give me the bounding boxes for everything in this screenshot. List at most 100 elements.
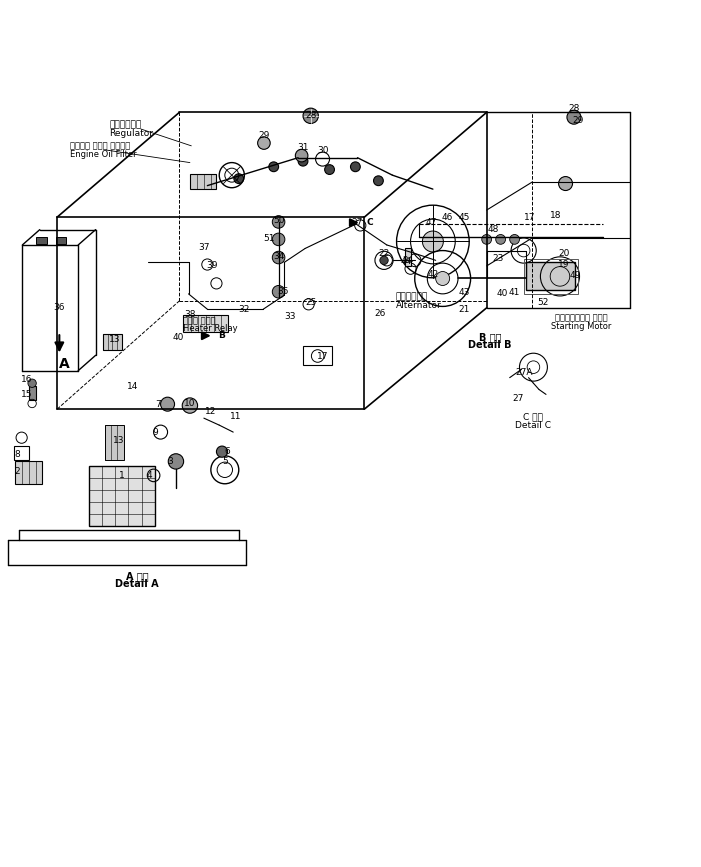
Text: 36: 36	[53, 303, 65, 312]
Text: 6: 6	[225, 447, 231, 456]
Text: 21: 21	[458, 304, 469, 314]
Circle shape	[28, 379, 36, 388]
Circle shape	[272, 216, 285, 228]
Text: 7: 7	[155, 400, 161, 408]
Text: 27: 27	[352, 218, 363, 227]
Text: 16: 16	[21, 375, 32, 383]
Bar	[104, 425, 124, 460]
Text: Alternator: Alternator	[396, 301, 442, 310]
Circle shape	[482, 234, 491, 244]
Text: オルタネータ: オルタネータ	[396, 292, 428, 301]
Text: 1: 1	[118, 471, 124, 480]
Text: ヒータ リレー: ヒータ リレー	[183, 316, 215, 325]
Text: C 詳細: C 詳細	[524, 412, 543, 421]
Text: 40: 40	[497, 290, 508, 298]
Circle shape	[325, 165, 334, 174]
Text: 29: 29	[573, 116, 584, 125]
Circle shape	[161, 397, 175, 411]
Bar	[190, 173, 217, 189]
Circle shape	[350, 162, 360, 172]
Circle shape	[510, 234, 519, 244]
Bar	[14, 446, 29, 460]
Circle shape	[559, 177, 573, 191]
Text: A: A	[59, 356, 69, 371]
Text: 24: 24	[402, 256, 414, 264]
Text: 33: 33	[285, 312, 297, 321]
Text: 35: 35	[277, 287, 289, 296]
Circle shape	[436, 271, 449, 285]
Text: 5: 5	[222, 457, 228, 466]
Text: 9: 9	[152, 427, 158, 437]
Text: 25: 25	[305, 298, 316, 308]
Circle shape	[272, 233, 285, 245]
Text: 26: 26	[374, 309, 386, 318]
Text: 37: 37	[198, 244, 210, 252]
Circle shape	[295, 149, 308, 162]
Text: 41: 41	[508, 288, 519, 297]
Text: Detail B: Detail B	[468, 340, 512, 349]
Circle shape	[374, 176, 383, 186]
Bar	[56, 237, 67, 244]
Bar	[183, 315, 229, 331]
Text: 29: 29	[258, 131, 270, 140]
Circle shape	[303, 108, 318, 123]
Text: 8: 8	[15, 450, 20, 459]
Text: 51: 51	[263, 234, 275, 244]
Text: 49: 49	[570, 271, 581, 280]
Text: 3: 3	[168, 457, 173, 466]
Text: 27A: 27A	[515, 368, 532, 376]
Text: 30: 30	[317, 146, 328, 154]
Text: 19: 19	[559, 260, 570, 269]
Circle shape	[217, 446, 228, 457]
Text: 47: 47	[426, 218, 437, 227]
Text: B: B	[218, 331, 225, 340]
Circle shape	[272, 285, 285, 298]
Circle shape	[567, 110, 581, 124]
Text: 18: 18	[550, 212, 562, 220]
Text: 39: 39	[207, 262, 218, 271]
Text: Detail C: Detail C	[515, 420, 552, 430]
Circle shape	[168, 453, 184, 469]
Text: 20: 20	[559, 249, 570, 257]
Bar	[29, 386, 36, 400]
Circle shape	[298, 156, 308, 166]
Circle shape	[380, 256, 388, 264]
Circle shape	[423, 231, 443, 252]
Text: 28: 28	[305, 111, 316, 121]
Text: エンジン オイル フィルタ: エンジン オイル フィルタ	[70, 141, 130, 150]
Circle shape	[268, 162, 278, 172]
Text: Engine Oil Filter: Engine Oil Filter	[70, 150, 137, 159]
Text: 17: 17	[317, 352, 328, 362]
Bar	[36, 237, 47, 244]
Text: A 詳細: A 詳細	[125, 571, 148, 582]
Text: 13: 13	[113, 436, 125, 445]
Text: レギュレータ: レギュレータ	[109, 121, 142, 129]
Text: 40: 40	[172, 333, 184, 342]
Bar	[526, 263, 576, 290]
Text: 2: 2	[14, 467, 20, 476]
Text: Detail A: Detail A	[115, 579, 158, 590]
Bar	[15, 461, 42, 484]
Bar	[524, 259, 578, 294]
Text: Regulator: Regulator	[109, 129, 154, 138]
Text: 52: 52	[538, 297, 549, 307]
Text: 22: 22	[379, 249, 390, 257]
Text: 34: 34	[273, 252, 285, 261]
Text: C: C	[366, 218, 373, 227]
Text: 48: 48	[487, 225, 498, 234]
Circle shape	[182, 398, 198, 414]
Text: スターティング モータ: スターティング モータ	[554, 314, 607, 323]
Text: 31: 31	[297, 143, 308, 152]
Circle shape	[496, 234, 505, 244]
Text: 11: 11	[229, 412, 241, 421]
Text: 15: 15	[21, 390, 32, 399]
Text: 13: 13	[109, 336, 121, 344]
Text: 17: 17	[524, 212, 535, 222]
Text: 12: 12	[205, 407, 217, 415]
Text: 23: 23	[493, 254, 504, 264]
Text: 42: 42	[428, 270, 439, 279]
Text: B 詳細: B 詳細	[479, 332, 501, 342]
Text: Starting Motor: Starting Motor	[551, 323, 611, 331]
Circle shape	[272, 251, 285, 264]
Text: 28: 28	[569, 104, 580, 114]
